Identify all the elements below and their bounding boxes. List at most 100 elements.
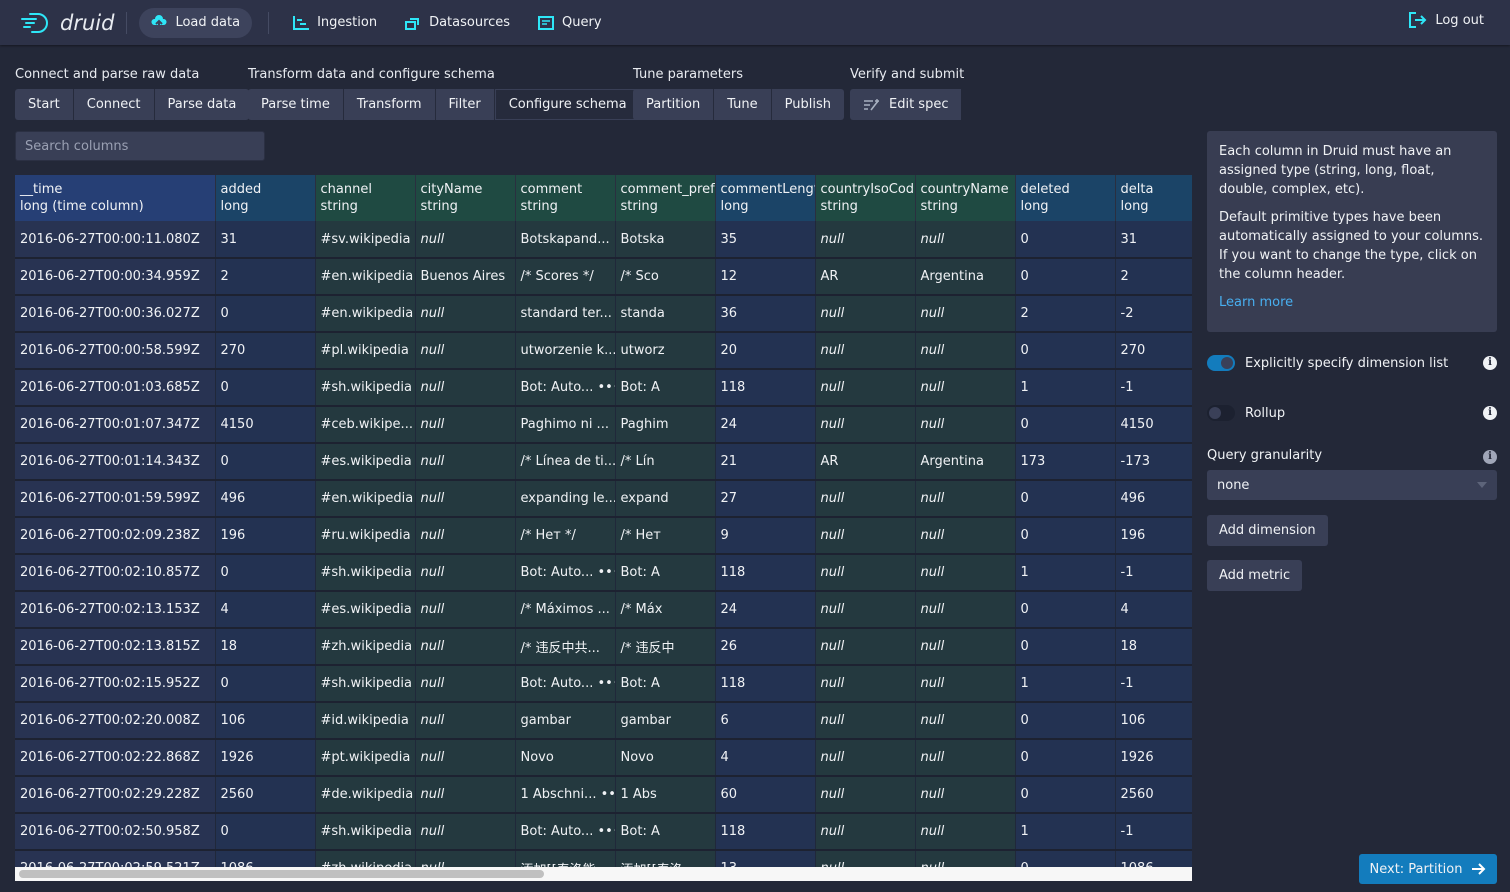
column-header-comment[interactable]: comment string (515, 175, 616, 221)
top-nav: druid Load data Ingestion Datasources Qu… (0, 0, 1510, 45)
table-cell: #sv.wikipedia (315, 221, 416, 259)
table-cell: -1 (1115, 554, 1192, 592)
info-icon[interactable]: i (1483, 406, 1497, 420)
table-cell: 36 (715, 295, 816, 333)
table-row: 2016-06-27T00:02:10.857Z 0 #sh.wikipedia nu… (15, 554, 1192, 592)
table-cell: null (915, 813, 1016, 851)
add-metric-button[interactable]: Add metric (1207, 560, 1303, 591)
add-dimension-button[interactable]: Add dimension (1207, 515, 1328, 546)
column-header-delta[interactable]: delta long (1115, 175, 1192, 221)
table-cell: 2016-06-27T00:02:20.008Z (15, 702, 216, 740)
table-cell: 0 (1015, 221, 1116, 259)
column-header-commentlengt[interactable]: commentLengt long (715, 175, 816, 221)
search-columns-input[interactable] (15, 131, 265, 161)
table-cell: /* Lín (615, 443, 716, 481)
table-cell: AR (815, 443, 916, 481)
table-cell: 2016-06-27T00:02:09.238Z (15, 517, 216, 555)
table-cell: null (915, 517, 1016, 555)
step-connect[interactable]: Connect (73, 89, 155, 120)
step-configure-schema[interactable]: Configure schema (494, 89, 641, 120)
info-icon[interactable]: i (1483, 356, 1497, 370)
table-cell: 2016-06-27T00:02:15.952Z (15, 665, 216, 703)
stage-title: Transform data and configure schema (248, 67, 495, 82)
step-publish[interactable]: Publish (771, 89, 844, 120)
table-cell: 0 (1015, 850, 1116, 867)
table-cell: #zh.wikipedia (315, 628, 416, 666)
column-header-time[interactable]: __time long (time column) (15, 175, 216, 221)
table-cell: null (415, 406, 516, 444)
column-header-channel[interactable]: channel string (315, 175, 416, 221)
step-tune[interactable]: Tune (714, 89, 772, 120)
next-label: Next: Partition (1369, 861, 1463, 877)
toggle-on[interactable] (1207, 355, 1235, 371)
column-type: long (720, 199, 749, 214)
column-header-countryname[interactable]: countryName string (915, 175, 1016, 221)
learn-more-link[interactable]: Learn more (1219, 295, 1294, 310)
column-header-countryisocod[interactable]: countryIsoCod string (815, 175, 916, 221)
nav-label: Ingestion (317, 15, 378, 30)
info-icon[interactable]: i (1483, 450, 1497, 464)
edit-spec-icon (864, 98, 879, 110)
explicit-dimensions-switch[interactable]: Explicitly specify dimension list i (1207, 355, 1497, 371)
step-transform[interactable]: Transform (343, 89, 436, 120)
table-cell: Bot: Auto... ••• (515, 554, 616, 592)
table-cell: #pl.wikipedia (315, 332, 416, 370)
table-cell: 2016-06-27T00:00:34.959Z (15, 258, 216, 296)
table-cell: /* Máximos ... (515, 591, 616, 629)
table-cell: 31 (215, 221, 316, 259)
table-cell: null (415, 628, 516, 666)
table-cell: Bot: A (615, 813, 716, 851)
table-cell: null (415, 813, 516, 851)
table-cell: null (815, 221, 916, 259)
cloud-upload-icon (151, 14, 167, 30)
nav-query[interactable]: Query (526, 8, 614, 38)
table-cell: 21 (715, 443, 816, 481)
table-cell: 1 (1015, 369, 1116, 407)
column-type: long (1020, 199, 1049, 214)
table-cell: 196 (215, 517, 316, 555)
table-cell: 35 (715, 221, 816, 259)
table-row: 2016-06-27T00:02:13.815Z 18 #zh.wikipedia n… (15, 628, 1192, 666)
table-cell: 2016-06-27T00:01:07.347Z (15, 406, 216, 444)
step-parse-time[interactable]: Parse time (248, 89, 344, 120)
table-cell: null (415, 221, 516, 259)
query-granularity-select[interactable]: none (1207, 470, 1497, 500)
horizontal-scrollbar[interactable] (15, 867, 1192, 881)
column-header-added[interactable]: added long (215, 175, 316, 221)
table-cell: 118 (715, 813, 816, 851)
table-cell: null (815, 850, 916, 867)
scrollbar-thumb[interactable] (19, 870, 544, 878)
column-header-deleted[interactable]: deleted long (1015, 175, 1116, 221)
table-cell: 2016-06-27T00:02:10.857Z (15, 554, 216, 592)
table-cell: 173 (1015, 443, 1116, 481)
table-cell: 20 (715, 332, 816, 370)
druid-logo[interactable]: druid (20, 11, 114, 35)
table-cell: 24 (715, 406, 816, 444)
column-header-commentpref[interactable]: comment_pref string (615, 175, 716, 221)
table-row: 2016-06-27T00:02:22.868Z 1926 #pt.wikipedi… (15, 739, 1192, 777)
column-type: string (920, 199, 958, 214)
step-start[interactable]: Start (15, 89, 74, 120)
logout-button[interactable]: Log out (1409, 12, 1484, 28)
rollup-switch[interactable]: Rollup i (1207, 405, 1497, 421)
column-name: commentLengt (720, 182, 815, 197)
table-cell: /* 违反中 (615, 628, 716, 666)
step-partition[interactable]: Partition (633, 89, 715, 120)
next-partition-button[interactable]: Next: Partition (1359, 854, 1497, 884)
nav-load-data[interactable]: Load data (139, 7, 253, 38)
table-cell: Bot: A (615, 369, 716, 407)
nav-label: Load data (175, 15, 241, 30)
divider (126, 11, 128, 34)
column-header-cityname[interactable]: cityName string (415, 175, 516, 221)
nav-ingestion[interactable]: Ingestion (281, 8, 389, 38)
table-cell: #pt.wikipedia (315, 739, 416, 777)
table-row: 2016-06-27T00:00:36.027Z 0 #en.wikipedia nu… (15, 295, 1192, 333)
nav-label: Datasources (429, 15, 511, 30)
nav-label: Query (562, 15, 602, 30)
step-filter[interactable]: Filter (435, 89, 495, 120)
step-parse-data[interactable]: Parse data (154, 89, 250, 120)
nav-datasources[interactable]: Datasources (393, 8, 522, 38)
table-cell: 0 (1015, 480, 1116, 518)
step-edit-spec[interactable]: Edit spec (850, 89, 962, 120)
toggle-off[interactable] (1207, 405, 1235, 421)
